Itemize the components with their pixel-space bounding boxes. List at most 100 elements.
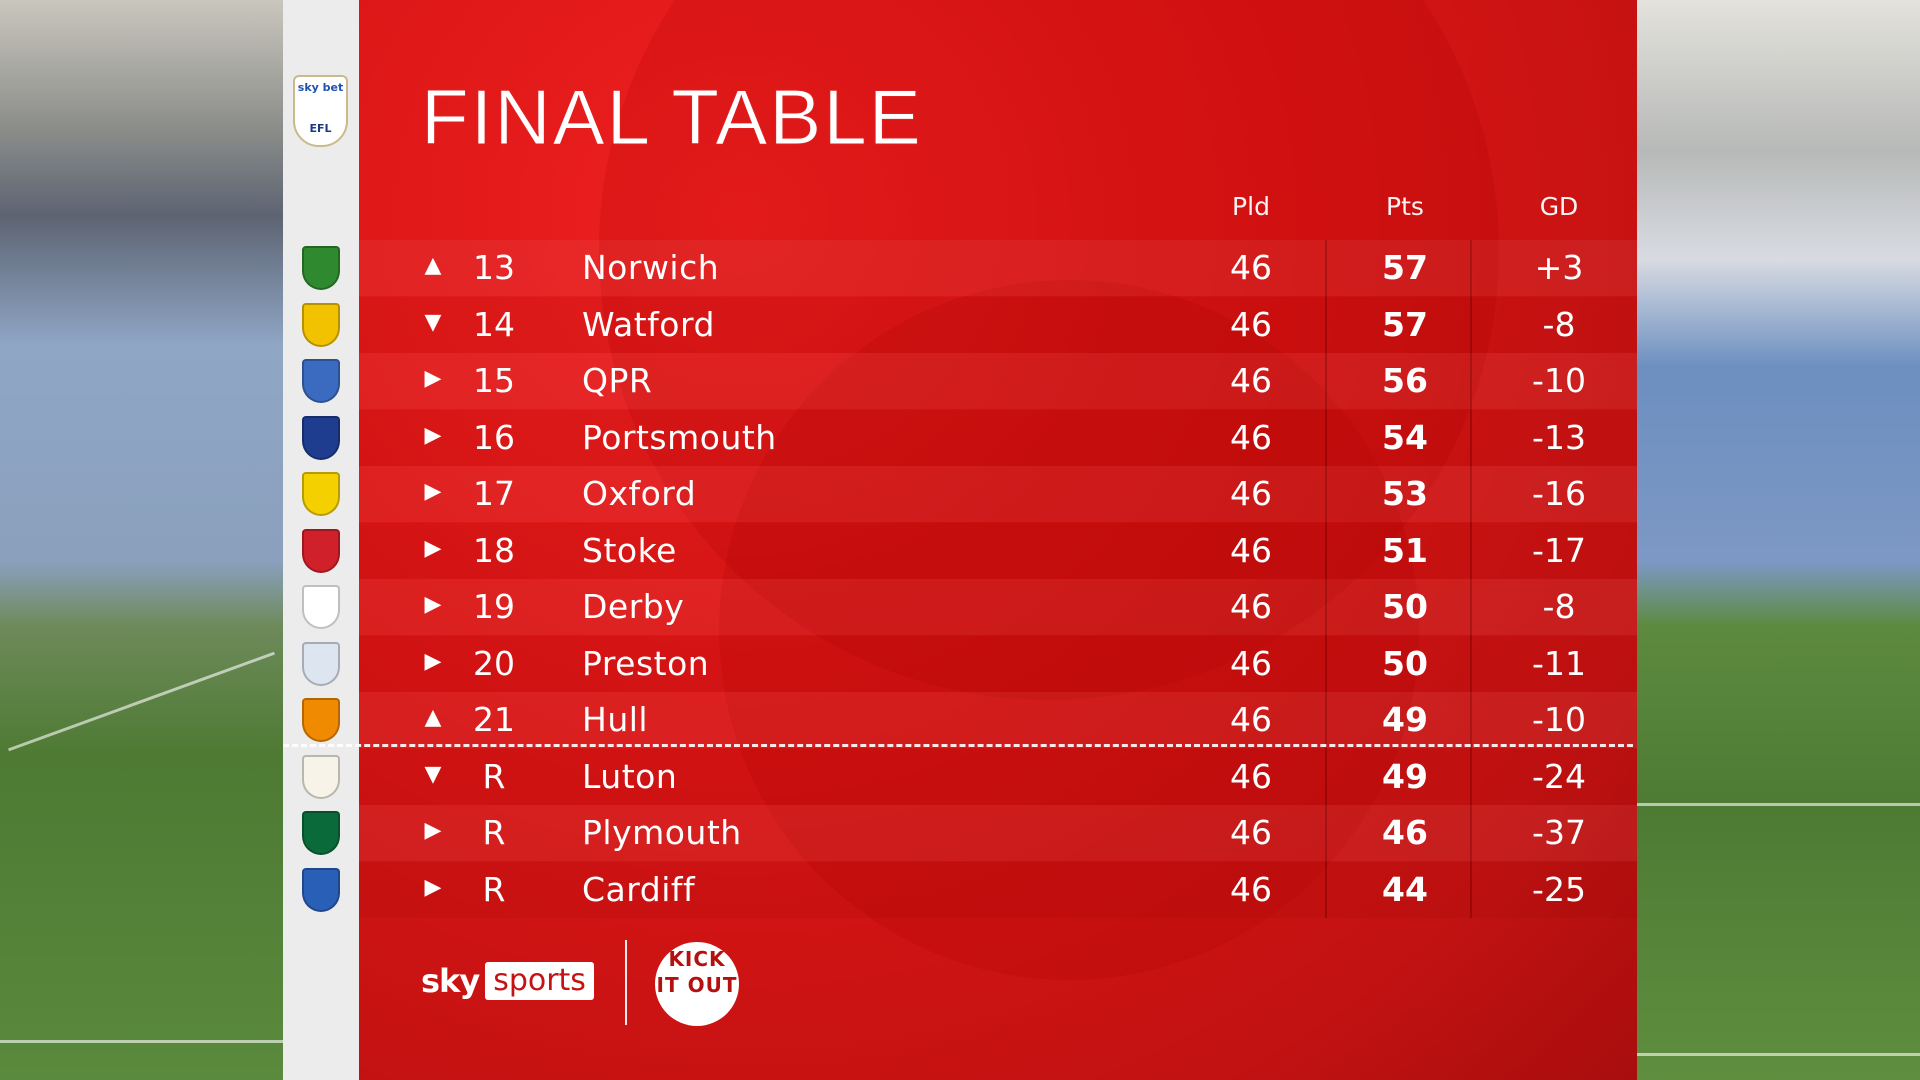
goal-difference-cell: -10 bbox=[1532, 700, 1586, 739]
played-cell: 46 bbox=[1230, 700, 1272, 739]
points-cell: 46 bbox=[1382, 813, 1428, 852]
table-row: ▶ 20 Preston 46 50 -11 bbox=[359, 635, 1637, 692]
position-cell: R bbox=[482, 869, 506, 909]
team-name: Plymouth bbox=[582, 813, 742, 852]
table-row: ▶ R Cardiff 46 44 -25 bbox=[359, 861, 1637, 918]
table-row: ▶ 16 Portsmouth 46 54 -13 bbox=[359, 409, 1637, 466]
team-crest-icon bbox=[302, 698, 340, 742]
logo-divider bbox=[625, 940, 627, 1025]
team-name: QPR bbox=[582, 361, 653, 400]
played-cell: 46 bbox=[1230, 361, 1272, 400]
team-crest-icon bbox=[302, 811, 340, 855]
sky-logo-text: sky bbox=[421, 962, 480, 1000]
header-points: Pts bbox=[1386, 192, 1424, 221]
team-name: Oxford bbox=[582, 474, 697, 513]
goal-difference-cell: -37 bbox=[1532, 813, 1586, 852]
team-crest-icon bbox=[302, 754, 340, 799]
table-row: ▶ R Plymouth 46 46 -37 bbox=[359, 805, 1637, 861]
team-name: Watford bbox=[582, 304, 715, 344]
played-cell: 46 bbox=[1230, 417, 1272, 457]
movement-same-icon: ▶ bbox=[424, 592, 442, 617]
played-cell: 46 bbox=[1230, 869, 1272, 909]
points-cell: 54 bbox=[1382, 417, 1428, 457]
table-row: ▶ 19 Derby 46 50 -8 bbox=[359, 579, 1637, 635]
points-cell: 50 bbox=[1382, 643, 1428, 683]
position-cell: 19 bbox=[473, 587, 515, 626]
movement-same-icon: ▶ bbox=[424, 479, 442, 504]
table-row: ▶ 17 Oxford 46 53 -16 bbox=[359, 466, 1637, 522]
movement-same-icon: ▶ bbox=[424, 874, 442, 900]
points-cell: 56 bbox=[1382, 361, 1428, 400]
movement-same-icon: ▶ bbox=[424, 422, 442, 448]
pitch-line bbox=[1637, 1053, 1920, 1056]
team-name: Norwich bbox=[582, 248, 720, 287]
team-crest-icon bbox=[302, 415, 340, 460]
team-name: Derby bbox=[582, 587, 685, 626]
team-crest-icon bbox=[302, 472, 340, 516]
decor-circle bbox=[719, 280, 1419, 980]
stadium-background-right bbox=[1637, 0, 1920, 1080]
position-cell: 18 bbox=[473, 530, 515, 570]
position-cell: R bbox=[482, 756, 506, 796]
league-logo-efl: EFL bbox=[309, 122, 332, 135]
played-cell: 46 bbox=[1230, 304, 1272, 344]
team-name: Cardiff bbox=[582, 869, 696, 909]
movement-up-icon: ▲ bbox=[424, 705, 442, 730]
played-cell: 46 bbox=[1230, 756, 1272, 796]
league-logo-sponsor: sky bet bbox=[297, 81, 344, 94]
movement-same-icon: ▶ bbox=[424, 648, 442, 674]
sky-sports-logo: sky sports bbox=[421, 962, 594, 1000]
points-cell: 49 bbox=[1382, 700, 1428, 739]
team-crest-icon bbox=[302, 528, 340, 573]
sports-logo-text: sports bbox=[485, 962, 594, 1000]
table-row: ▼ R Luton 46 49 -24 bbox=[359, 748, 1637, 805]
position-cell: R bbox=[482, 813, 506, 852]
table-row: ▼ 14 Watford 46 57 -8 bbox=[359, 296, 1637, 353]
position-cell: 21 bbox=[473, 700, 515, 739]
goal-difference-cell: -10 bbox=[1532, 361, 1586, 400]
team-crest-icon bbox=[302, 641, 340, 686]
goal-difference-cell: -8 bbox=[1542, 587, 1576, 626]
kick-it-out-text: KICK IT OUT bbox=[656, 947, 738, 997]
team-name: Portsmouth bbox=[582, 417, 777, 457]
points-cell: 50 bbox=[1382, 587, 1428, 626]
points-cell: 53 bbox=[1382, 474, 1428, 513]
team-name: Stoke bbox=[582, 530, 677, 570]
team-crest-icon bbox=[302, 867, 340, 912]
goal-difference-cell: -13 bbox=[1532, 417, 1586, 457]
points-cell: 57 bbox=[1382, 248, 1428, 287]
played-cell: 46 bbox=[1230, 587, 1272, 626]
goal-difference-cell: -11 bbox=[1532, 643, 1586, 683]
position-cell: 20 bbox=[473, 643, 515, 683]
team-crest-icon bbox=[302, 585, 340, 629]
movement-same-icon: ▶ bbox=[424, 366, 442, 391]
page-title: FINAL TABLE bbox=[421, 73, 923, 162]
position-cell: 16 bbox=[473, 417, 515, 457]
movement-same-icon: ▶ bbox=[424, 818, 442, 843]
team-name: Hull bbox=[582, 700, 649, 739]
position-cell: 15 bbox=[473, 361, 515, 400]
league-logo: sky bet EFL bbox=[293, 75, 348, 147]
goal-difference-cell: -16 bbox=[1532, 474, 1586, 513]
goal-difference-cell: -24 bbox=[1532, 756, 1586, 796]
movement-down-icon: ▼ bbox=[424, 761, 442, 787]
position-cell: 14 bbox=[473, 304, 515, 344]
header-played: Pld bbox=[1232, 192, 1270, 221]
position-cell: 17 bbox=[473, 474, 515, 513]
movement-down-icon: ▼ bbox=[424, 309, 442, 335]
team-name: Preston bbox=[582, 643, 710, 683]
played-cell: 46 bbox=[1230, 248, 1272, 287]
standings-panel: FINAL TABLE Pld Pts GD ▲ 13 Norwich 46 57 +3 ▼… bbox=[359, 0, 1637, 1080]
goal-difference-cell: -8 bbox=[1542, 304, 1576, 344]
pitch-line bbox=[0, 1040, 283, 1043]
column-divider bbox=[1470, 240, 1472, 918]
pitch-line bbox=[8, 651, 275, 752]
movement-same-icon: ▶ bbox=[424, 535, 442, 561]
team-crest-icon bbox=[302, 359, 340, 403]
played-cell: 46 bbox=[1230, 813, 1272, 852]
table-row: ▲ 21 Hull 46 49 -10 bbox=[359, 692, 1637, 748]
table-row: ▲ 13 Norwich 46 57 +3 bbox=[359, 240, 1637, 296]
team-name: Luton bbox=[582, 756, 678, 796]
points-cell: 51 bbox=[1382, 530, 1428, 570]
decor-circle bbox=[599, 0, 1499, 700]
